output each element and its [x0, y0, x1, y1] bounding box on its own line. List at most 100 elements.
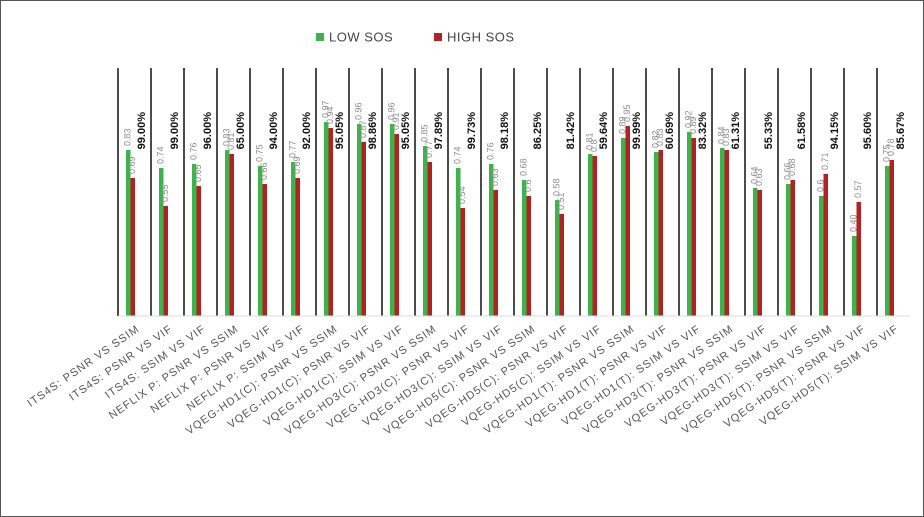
bar [159, 168, 164, 316]
bar [163, 206, 168, 316]
bar [423, 146, 428, 316]
bar [757, 190, 762, 316]
bar [555, 200, 560, 316]
bar [493, 190, 498, 316]
bar [460, 208, 465, 316]
value-label: 0.94 [325, 106, 335, 124]
bar [621, 138, 626, 316]
bar [456, 168, 461, 316]
bar [357, 124, 362, 316]
value-label: 0.83 [123, 128, 133, 146]
bar [526, 196, 531, 316]
legend-swatch [434, 33, 442, 41]
bar [130, 178, 135, 316]
value-label: 0.96 [387, 102, 397, 120]
value-label: 0.64 [750, 166, 760, 184]
value-label: 0.69 [127, 156, 137, 174]
value-label: 0.55 [160, 184, 170, 202]
value-label: 0.65 [193, 164, 203, 182]
value-label: 0.66 [259, 162, 269, 180]
bar [819, 196, 824, 316]
value-label: 0.77 [288, 140, 298, 158]
group-percentage: 99.00% [136, 112, 148, 150]
legend-label: HIGH SOS [447, 29, 515, 44]
bar [291, 162, 296, 316]
group-percentage: 83.32% [697, 112, 709, 150]
value-label: 0.57 [853, 180, 863, 198]
value-label: 0.85 [420, 124, 430, 142]
group-percentage: 97.89% [433, 112, 445, 150]
value-label: 0.54 [457, 186, 467, 204]
value-label: 0.63 [490, 168, 500, 186]
bar [225, 150, 230, 316]
value-label: 0.74 [156, 146, 166, 164]
value-label: 0.81 [226, 132, 236, 150]
group-percentage: 86.25% [532, 112, 544, 150]
bar [852, 236, 857, 316]
bar [522, 180, 527, 316]
bar [361, 142, 366, 316]
bar [823, 174, 828, 316]
group-percentage: 81.42% [565, 112, 577, 150]
value-label: 0.83 [222, 128, 232, 146]
bar [196, 186, 201, 316]
bar [489, 164, 494, 316]
bar [390, 124, 395, 316]
bar [126, 150, 131, 316]
group-percentage: 61.58% [796, 112, 808, 150]
value-label: 0.68 [787, 158, 797, 176]
bar [790, 180, 795, 316]
value-label: 0.51 [556, 192, 566, 210]
bar [691, 138, 696, 316]
value-label: 0.84 [717, 126, 727, 144]
bar [654, 152, 659, 316]
bar [324, 122, 329, 316]
bar [328, 128, 333, 316]
group-percentage: 60.69% [664, 112, 676, 150]
bar [753, 188, 758, 316]
bar [724, 150, 729, 316]
bar [625, 126, 630, 316]
group-percentage: 94.00% [268, 112, 280, 150]
value-label: 0.95 [622, 104, 632, 122]
value-label: 0.89 [618, 116, 628, 134]
value-label: 0.8 [589, 139, 599, 152]
bar [720, 148, 725, 316]
group-percentage: 95.05% [400, 112, 412, 150]
bar [394, 134, 399, 316]
bar [786, 184, 791, 316]
value-label: 0.66 [783, 162, 793, 180]
bar [192, 164, 197, 316]
value-label: 0.97 [321, 100, 331, 118]
bar [258, 166, 263, 316]
value-label: 0.75 [882, 144, 892, 162]
group-percentage: 96.00% [202, 112, 214, 150]
group-percentage: 99.73% [466, 112, 478, 150]
value-label: 0.78 [886, 138, 896, 156]
value-label: 0.96 [354, 102, 364, 120]
group-percentage: 92.00% [301, 112, 313, 150]
value-label: 0.63 [754, 168, 764, 186]
value-label: 0.82 [651, 130, 661, 148]
value-label: 0.76 [189, 142, 199, 160]
value-label: 0.83 [655, 128, 665, 146]
value-label: 0.92 [684, 110, 694, 128]
group-percentage: 65.00% [235, 112, 247, 150]
bar [588, 154, 593, 316]
value-label: 0.75 [255, 144, 265, 162]
value-label: 0.77 [424, 140, 434, 158]
value-label: 0.91 [391, 112, 401, 130]
value-label: 0.6 [816, 179, 826, 192]
value-label: 0.40 [849, 214, 859, 232]
bar [885, 166, 890, 316]
group-percentage: 98.86% [367, 112, 379, 150]
value-label: 0.83 [721, 128, 731, 146]
value-label: 0.6 [523, 179, 533, 192]
value-label: 0.89 [688, 116, 698, 134]
group-percentage: 99.00% [169, 112, 181, 150]
group-percentage: 59.64% [598, 112, 610, 150]
bar [658, 150, 663, 316]
value-label: 0.58 [552, 178, 562, 196]
value-label: 0.76 [486, 142, 496, 160]
